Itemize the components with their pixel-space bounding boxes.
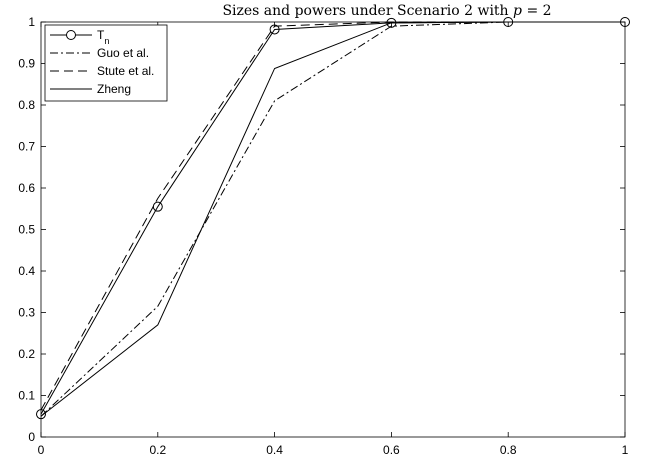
legend-label-tn: Tn xyxy=(97,28,109,46)
y-tick-label: 0.2 xyxy=(18,347,35,361)
x-tick-label: 0.8 xyxy=(500,443,517,457)
series-line-zheng xyxy=(40,21,625,417)
y-tick-label: 0.5 xyxy=(18,223,35,237)
legend-label-zheng: Zheng xyxy=(97,82,131,96)
series-layer xyxy=(36,17,630,420)
y-tick-label: 0.7 xyxy=(18,140,35,154)
y-tick-label: 0 xyxy=(28,430,35,444)
axes: 0 0.2 0.4 0.6 0.8 1 0 0.1 0.2 0.3 0.4 0.5 0.6 0.7 0.8 0… xyxy=(18,15,628,457)
x-tick-label: 1 xyxy=(622,443,629,457)
y-tick-label: 0.1 xyxy=(18,389,35,403)
x-tick-label: 0 xyxy=(38,443,45,457)
legend-box xyxy=(44,24,168,102)
data-point-tn xyxy=(269,24,280,35)
y-tick-label: 0.9 xyxy=(18,57,35,71)
chart-title: Sizes and powers under Scenario 2 with p… xyxy=(222,3,551,19)
legend-label-stute-et-al: Stute et al. xyxy=(97,64,154,78)
y-tick-label: 1 xyxy=(28,15,35,29)
y-tick-label: 0.4 xyxy=(18,264,35,278)
y-tick-label: 0.8 xyxy=(18,98,35,112)
x-tick-label: 0.4 xyxy=(266,443,283,457)
series-line-guo-et-al xyxy=(40,21,625,417)
x-tick-label: 0.2 xyxy=(149,443,166,457)
legend-label-guo-et-al: Guo et al. xyxy=(97,46,149,60)
y-tick-label: 0.6 xyxy=(18,181,35,195)
legend-marker-tn xyxy=(66,30,76,40)
x-tick-label: 0.6 xyxy=(383,443,400,457)
y-tick-label: 0.3 xyxy=(18,306,35,320)
